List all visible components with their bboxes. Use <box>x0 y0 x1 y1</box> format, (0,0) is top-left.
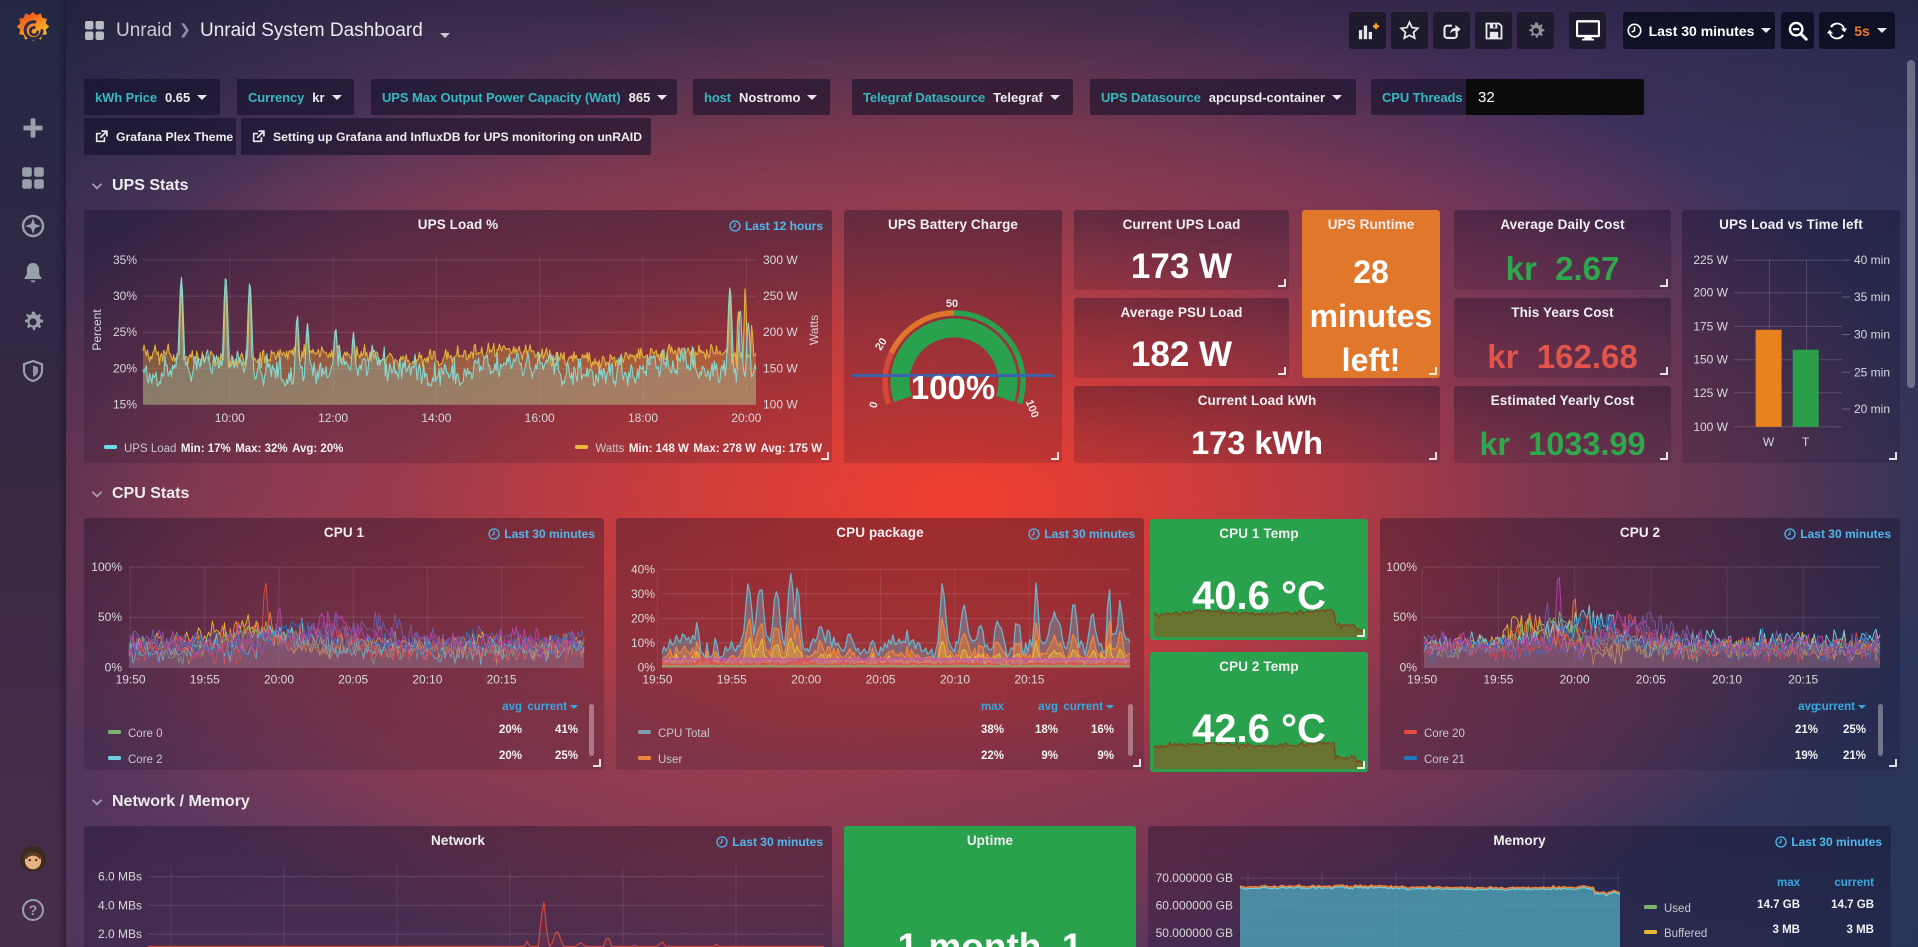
svg-text:20:10: 20:10 <box>412 673 442 687</box>
svg-text:W: W <box>1763 435 1775 449</box>
svg-text:225 W: 225 W <box>1693 253 1728 267</box>
svg-text:100 W: 100 W <box>1693 420 1728 434</box>
svg-text:20 min: 20 min <box>1854 402 1890 416</box>
svg-text:10%: 10% <box>631 636 655 650</box>
svg-text:Percent: Percent <box>90 309 104 351</box>
svg-text:150 W: 150 W <box>763 361 798 375</box>
svg-text:30%: 30% <box>113 289 137 303</box>
svg-text:50: 50 <box>946 298 958 310</box>
svg-text:20:00: 20:00 <box>791 673 821 687</box>
svg-text:6.0 MBs: 6.0 MBs <box>98 870 142 884</box>
svg-text:20:05: 20:05 <box>338 673 368 687</box>
svg-text:0: 0 <box>867 400 880 410</box>
svg-text:15%: 15% <box>113 398 137 412</box>
svg-text:20:05: 20:05 <box>866 673 896 687</box>
svg-text:20:15: 20:15 <box>1788 673 1818 687</box>
svg-text:50.000000 GB: 50.000000 GB <box>1156 926 1233 940</box>
svg-text:20:10: 20:10 <box>940 673 970 687</box>
svg-text:?: ? <box>29 902 38 918</box>
svg-text:4.0 MBs: 4.0 MBs <box>98 898 142 912</box>
svg-text:20:05: 20:05 <box>1636 673 1666 687</box>
svg-text:175 W: 175 W <box>1693 319 1728 333</box>
svg-text:60.000000 GB: 60.000000 GB <box>1156 899 1233 913</box>
svg-text:40 min: 40 min <box>1854 253 1890 267</box>
svg-text:30%: 30% <box>631 587 655 601</box>
svg-text:125 W: 125 W <box>1693 386 1728 400</box>
svg-text:19:50: 19:50 <box>642 673 672 687</box>
svg-text:35%: 35% <box>113 253 137 267</box>
svg-text:100%: 100% <box>1386 560 1417 574</box>
svg-text:200 W: 200 W <box>1693 286 1728 300</box>
svg-text:100%: 100% <box>91 560 122 574</box>
svg-text:20%: 20% <box>631 611 655 625</box>
svg-text:20:00: 20:00 <box>1560 673 1590 687</box>
svg-text:14:00: 14:00 <box>421 411 451 425</box>
svg-text:50%: 50% <box>98 610 122 624</box>
svg-text:300 W: 300 W <box>763 253 798 267</box>
svg-text:150 W: 150 W <box>1693 353 1728 367</box>
svg-text:30 min: 30 min <box>1854 328 1890 342</box>
svg-text:20:00: 20:00 <box>731 411 761 425</box>
svg-text:40%: 40% <box>631 562 655 576</box>
svg-text:16:00: 16:00 <box>525 411 555 425</box>
svg-text:12:00: 12:00 <box>318 411 348 425</box>
svg-text:10:00: 10:00 <box>215 411 245 425</box>
svg-text:19:50: 19:50 <box>1407 673 1437 687</box>
svg-text:Watts: Watts <box>807 315 821 345</box>
svg-text:25 min: 25 min <box>1854 365 1890 379</box>
svg-text:19:55: 19:55 <box>1483 673 1513 687</box>
svg-text:250 W: 250 W <box>763 289 798 303</box>
svg-text:70.000000 GB: 70.000000 GB <box>1156 871 1233 885</box>
svg-text:20:15: 20:15 <box>1014 673 1044 687</box>
svg-text:20:15: 20:15 <box>487 673 517 687</box>
svg-text:0%: 0% <box>105 661 123 675</box>
svg-text:200 W: 200 W <box>763 325 798 339</box>
svg-text:19:55: 19:55 <box>717 673 747 687</box>
svg-text:25%: 25% <box>113 325 137 339</box>
svg-text:0%: 0% <box>1400 661 1418 675</box>
svg-text:0%: 0% <box>638 661 656 675</box>
svg-text:T: T <box>1802 435 1810 449</box>
svg-text:20:00: 20:00 <box>264 673 294 687</box>
svg-text:18:00: 18:00 <box>628 411 658 425</box>
svg-text:20: 20 <box>873 336 890 353</box>
svg-text:50%: 50% <box>1393 610 1417 624</box>
svg-text:20%: 20% <box>113 361 137 375</box>
svg-text:2.0 MBs: 2.0 MBs <box>98 927 142 941</box>
svg-text:20:10: 20:10 <box>1712 673 1742 687</box>
svg-text:100 W: 100 W <box>763 398 798 412</box>
svg-text:19:55: 19:55 <box>190 673 220 687</box>
svg-text:19:50: 19:50 <box>116 673 146 687</box>
svg-text:35 min: 35 min <box>1854 290 1890 304</box>
